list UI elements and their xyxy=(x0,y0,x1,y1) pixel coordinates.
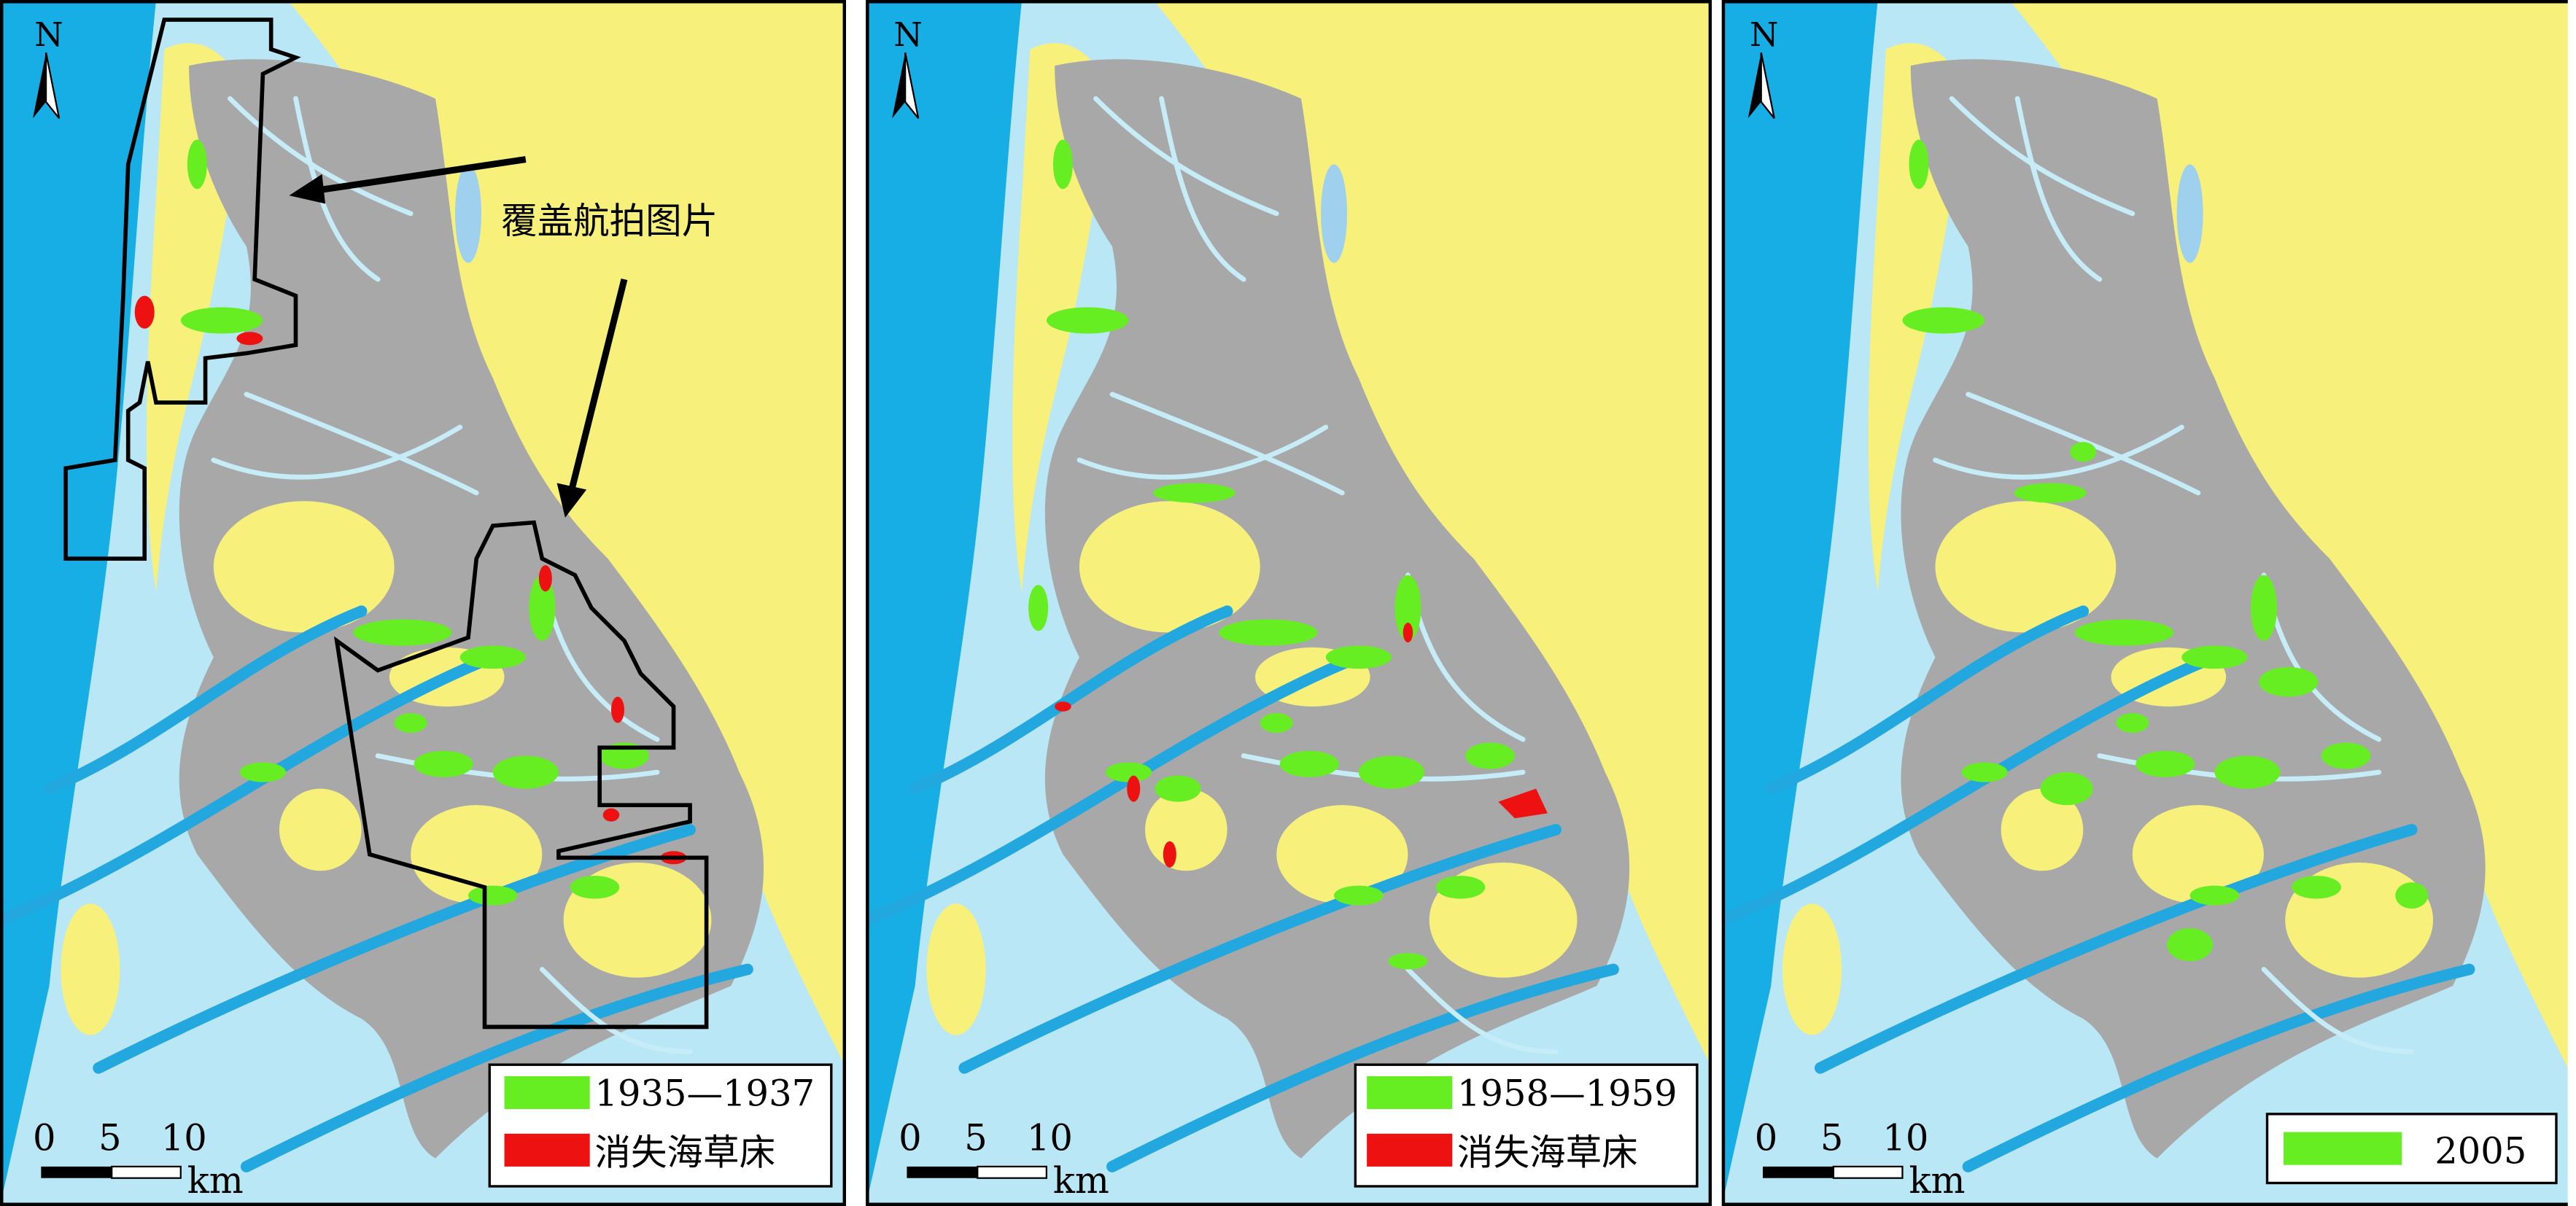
legend-label: 2005 xyxy=(2435,1129,2526,1172)
map-panel: 覆盖航拍图片 N 1935—1937 消失海草床 0 5 10 km xyxy=(0,0,847,1206)
legend-label: 消失海草床 xyxy=(594,1132,775,1174)
map-panel: N 1958—1959 消失海草床 0 5 10 km xyxy=(866,0,1712,1206)
legend: 1935—1937 消失海草床 xyxy=(488,1063,833,1188)
legend-swatch xyxy=(504,1075,590,1110)
north-label: N xyxy=(1750,15,1778,54)
scale-tick: 5 xyxy=(964,1116,988,1159)
scale-bar: 0 5 10 km xyxy=(899,1116,1109,1202)
scale-tick: 10 xyxy=(1027,1116,1073,1159)
scale-tick: 5 xyxy=(98,1116,122,1159)
scale-tick: 0 xyxy=(1755,1116,1778,1159)
legend-label: 1958—1959 xyxy=(1457,1073,1677,1115)
north-label: N xyxy=(893,15,922,54)
scale-tick: 5 xyxy=(1820,1116,1844,1159)
legend-label: 消失海草床 xyxy=(1457,1132,1638,1174)
scale-tick: 0 xyxy=(33,1116,56,1159)
scale-unit: km xyxy=(1909,1159,1965,1202)
legend: 1958—1959 消失海草床 xyxy=(1354,1063,1699,1188)
north-label: N xyxy=(34,15,63,54)
annotation: 覆盖航拍图片 xyxy=(501,200,718,242)
legend-label: 1935—1937 xyxy=(594,1073,815,1115)
annotation-arrows xyxy=(289,156,628,518)
scale-tick: 0 xyxy=(899,1116,922,1159)
map-panel: N 2005 0 5 10 km xyxy=(1721,0,2568,1206)
legend-swatch xyxy=(2284,1132,2402,1165)
legend-swatch xyxy=(504,1133,590,1167)
scale-tick: 10 xyxy=(1882,1116,1928,1159)
scale-bar: 0 5 10 km xyxy=(1755,1116,1966,1202)
scale-unit: km xyxy=(187,1159,244,1202)
legend-swatch xyxy=(1367,1133,1453,1167)
legend: 2005 xyxy=(2265,1113,2558,1185)
legend-swatch xyxy=(1367,1075,1453,1110)
scale-bar: 0 5 10 km xyxy=(33,1116,244,1202)
scale-tick: 10 xyxy=(161,1116,207,1159)
scale-unit: km xyxy=(1053,1159,1109,1202)
coverage-outline xyxy=(63,17,709,1030)
